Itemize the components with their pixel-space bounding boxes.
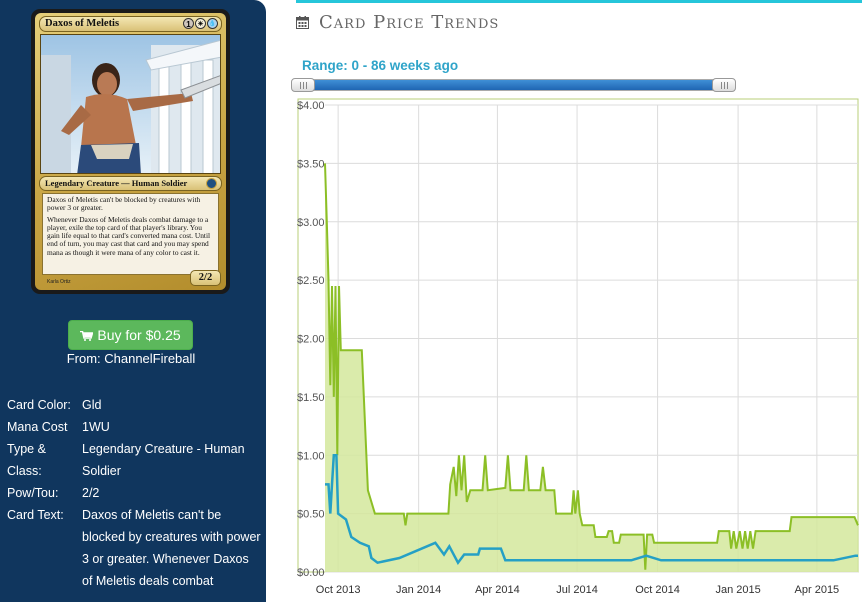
card-art — [40, 34, 221, 174]
x-tick-label: Apr 2015 — [795, 584, 840, 596]
y-tick-label: $0.00 — [297, 567, 325, 579]
y-tick-label: $1.00 — [297, 450, 325, 462]
card-info-panel: Daxos of Meletis 1 ☀ 💧 — [0, 0, 266, 602]
price-area-fill — [325, 163, 858, 572]
detail-value: Gld — [82, 398, 102, 412]
card-type-bar: Legendary Creature — Human Soldier — [39, 176, 222, 191]
buy-button[interactable]: Buy for $0.25 — [68, 320, 193, 350]
detail-label: Card Color: — [7, 398, 71, 412]
shopping-cart-icon — [80, 331, 94, 341]
detail-value: 2/2 — [82, 486, 100, 500]
card-rules-text: Daxos of Meletis can't be blocked by cre… — [42, 193, 219, 275]
detail-row-power-toughness: Pow/Tou: 2/2 — [7, 482, 262, 504]
detail-label: Type & Class: — [7, 442, 46, 478]
range-slider-selection — [303, 80, 724, 90]
card-mana-cost: 1 ☀ 💧 — [183, 18, 218, 29]
x-tick-label: Jul 2014 — [556, 584, 598, 596]
chart-title: Card Price Trends — [319, 11, 500, 33]
x-tick-label: Apr 2014 — [475, 584, 520, 596]
card-rules-paragraph: Whenever Daxos of Meletis deals combat d… — [47, 214, 211, 257]
accent-rule — [296, 0, 862, 3]
card-power-toughness: 2/2 — [190, 270, 221, 286]
blue-mana-icon: 💧 — [207, 18, 218, 29]
x-tick-label: Oct 2013 — [316, 584, 361, 596]
x-tick-label: Oct 2014 — [635, 584, 680, 596]
card-name: Daxos of Meletis — [45, 18, 120, 29]
card-rules-paragraph: Daxos of Meletis can't be blocked by cre… — [47, 195, 201, 213]
generic-mana-icon: 1 — [183, 18, 194, 29]
chart-axes: $0.00 $0.50 $1.00 $1.50 $2.00 $2.50 $3.00 $3.50… — [297, 100, 839, 596]
detail-label: Pow/Tou: — [7, 486, 59, 500]
price-line-green — [324, 163, 859, 570]
price-line-blue — [325, 454, 858, 566]
card-type-line: Legendary Creature — Human Soldier — [45, 178, 188, 188]
detail-label: Mana Cost — [7, 420, 68, 434]
range-slider-end-handle[interactable] — [712, 78, 736, 92]
vendor-label: From: ChannelFireball — [66, 351, 196, 366]
card-art-illustration — [41, 35, 220, 173]
card-details: Card Color: Gld Mana Cost 1WU Type & Cla… — [7, 394, 262, 592]
buy-button-label: Buy for $0.25 — [97, 327, 181, 343]
range-slider-start-handle[interactable] — [291, 78, 315, 92]
x-tick-label: Jan 2015 — [715, 584, 760, 596]
detail-row-color: Card Color: Gld — [7, 394, 262, 416]
set-symbol-icon — [206, 178, 217, 189]
range-label: Range: 0 - 86 weeks ago — [302, 58, 459, 73]
detail-value: 1WU — [82, 420, 110, 434]
chart-series — [324, 163, 859, 572]
y-tick-label: $2.00 — [297, 334, 325, 346]
detail-label: Card Text: — [7, 508, 64, 522]
y-tick-label: $3.50 — [297, 158, 325, 170]
y-tick-label: $2.50 — [297, 275, 325, 287]
detail-row-mana-cost: Mana Cost 1WU — [7, 416, 262, 438]
card-artist: Karla Ortiz — [47, 279, 71, 285]
y-tick-label: $0.50 — [297, 509, 325, 521]
y-tick-label: $3.00 — [297, 217, 325, 229]
detail-value: Legendary Creature - Human Soldier — [82, 442, 245, 478]
white-mana-icon: ☀ — [195, 18, 206, 29]
card-frame: Daxos of Meletis 1 ☀ 💧 — [35, 13, 226, 290]
x-tick-label: Jan 2014 — [396, 584, 441, 596]
chart-header: Card Price Trends — [296, 11, 499, 33]
price-chart: $0.00 $0.50 $1.00 $1.50 $2.00 $2.50 $3.00 $3.50… — [297, 98, 859, 596]
detail-value: Daxos of Meletis can't be blocked by cre… — [82, 508, 261, 588]
y-tick-label: $4.00 — [297, 100, 325, 112]
y-tick-label: $1.50 — [297, 392, 325, 404]
detail-row-card-text: Card Text: Daxos of Meletis can't be blo… — [7, 504, 262, 592]
card-title-bar: Daxos of Meletis 1 ☀ 💧 — [39, 16, 222, 32]
calendar-icon — [296, 15, 309, 29]
detail-row-type: Type & Class: Legendary Creature - Human… — [7, 438, 262, 482]
range-slider[interactable] — [291, 78, 736, 92]
card-image: Daxos of Meletis 1 ☀ 💧 — [31, 9, 230, 294]
